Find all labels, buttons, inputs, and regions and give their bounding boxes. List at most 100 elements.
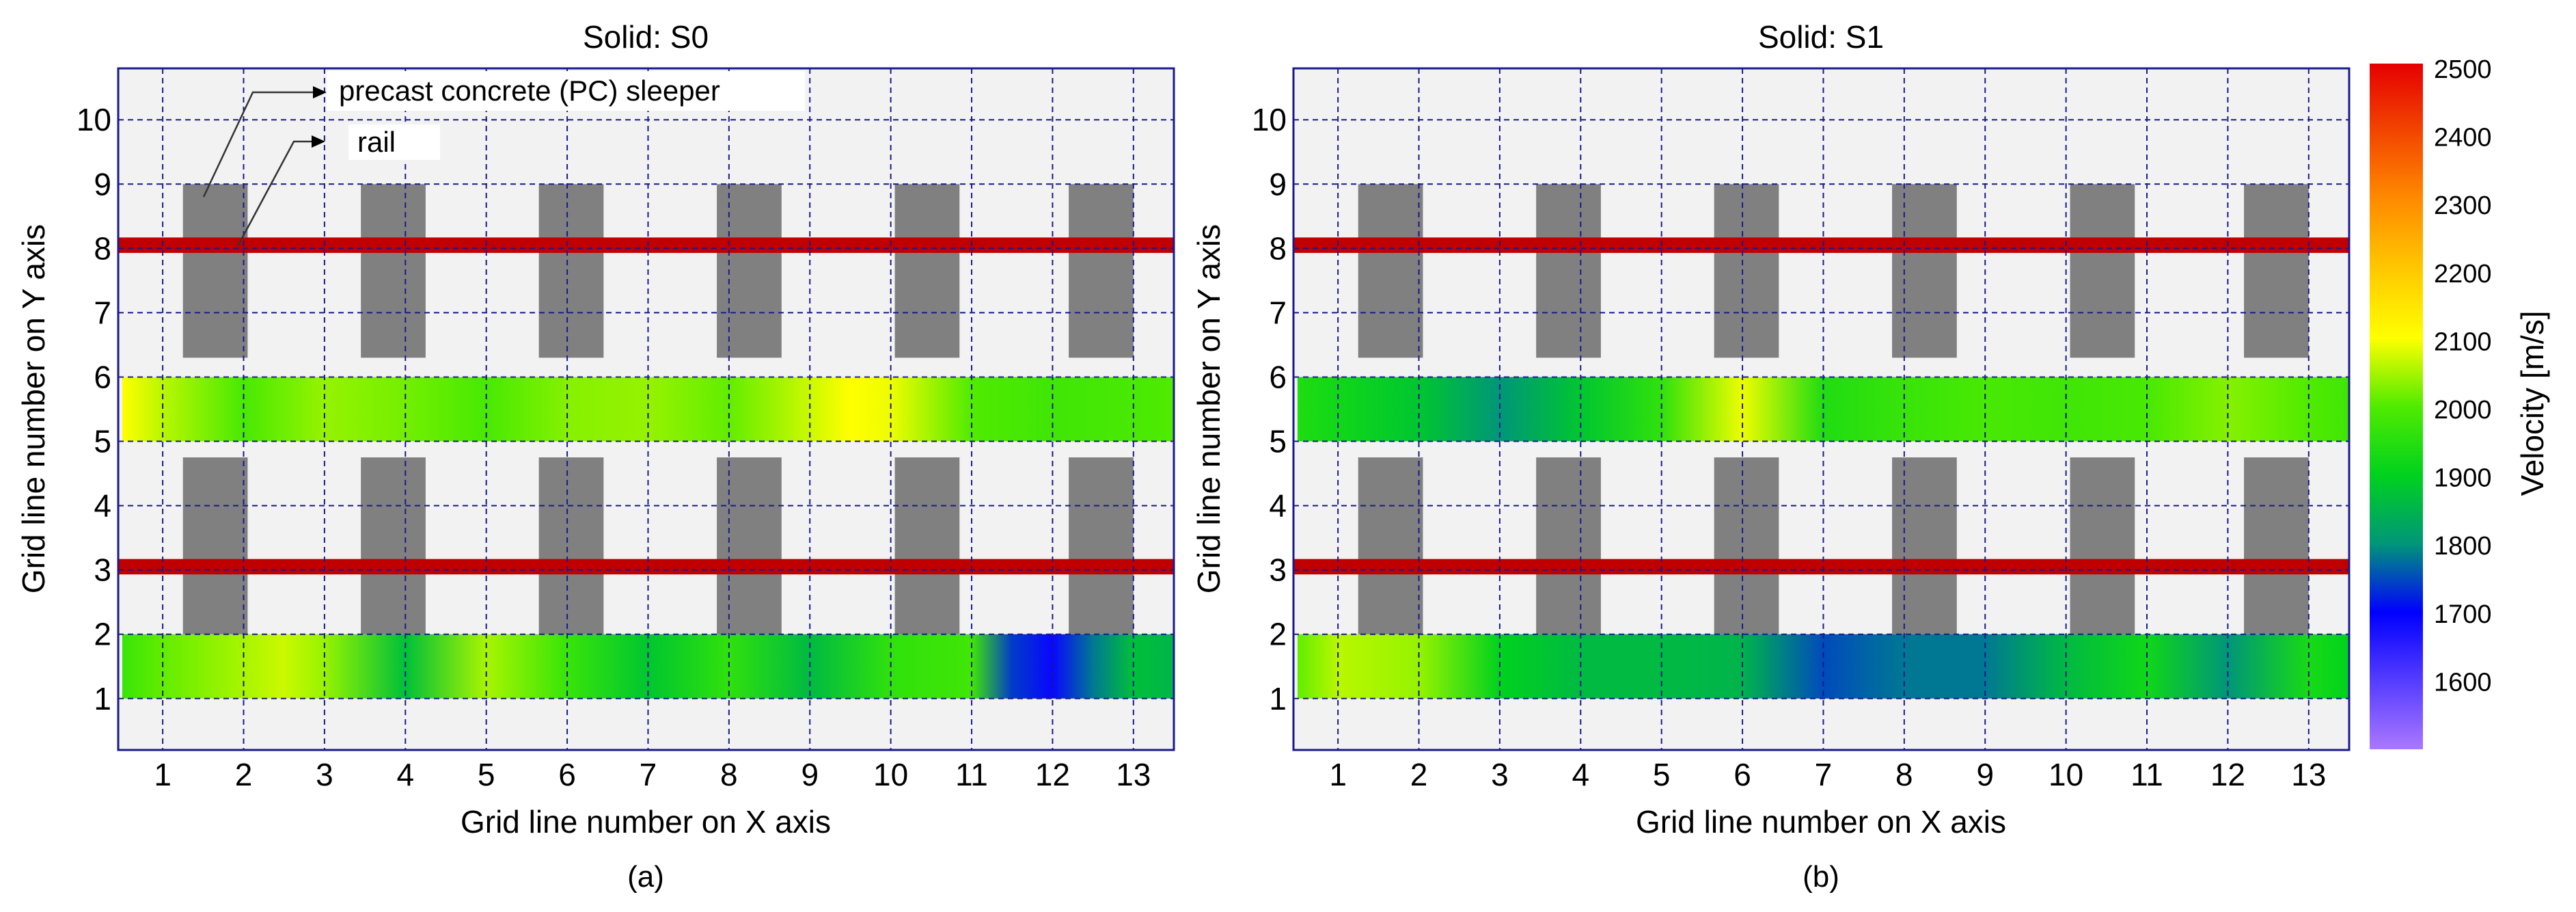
- y-tick-label: 4: [1269, 488, 1287, 524]
- y-tick-label: 7: [1269, 295, 1287, 330]
- sleeper: [894, 184, 960, 358]
- panel-caption: (b): [1803, 860, 1839, 894]
- sleeper: [361, 457, 426, 634]
- x-tick-label: 2: [235, 757, 253, 792]
- rail: [1293, 559, 2349, 575]
- x-tick-label: 9: [801, 757, 819, 792]
- y-tick-label: 6: [1269, 359, 1287, 394]
- rail: [118, 237, 1174, 253]
- sleeper: [1892, 457, 1957, 634]
- colorbar-label: Velocity [m/s]: [2515, 311, 2550, 496]
- colorbar-tick-label: 2400: [2434, 124, 2492, 152]
- x-tick-label: 2: [1410, 757, 1428, 792]
- sleepers: [1358, 184, 2309, 634]
- y-tick-label: 8: [1269, 230, 1287, 266]
- y-tick-label: 3: [1269, 552, 1287, 588]
- rails: [118, 237, 1174, 575]
- sleeper: [361, 184, 426, 358]
- colorbar-tick-label: 1900: [2434, 464, 2492, 493]
- grid-lines: [118, 68, 1174, 750]
- annotation-box-rail: [348, 124, 440, 160]
- x-axis-label: Grid line number on X axis: [461, 804, 831, 840]
- sleeper: [1536, 457, 1601, 634]
- x-tick-label: 13: [2291, 757, 2326, 792]
- y-tick-label: 4: [94, 488, 111, 524]
- sleeper: [1358, 184, 1423, 358]
- y-tick-label: 9: [94, 166, 111, 202]
- x-tick-labels: 1 2 3 4 5 6 7 8 9 10 11 12 13: [1329, 757, 2326, 792]
- y-tick-labels: 1 2 3 4 5 6 7 8 9 10: [77, 102, 111, 716]
- y-tick-label: 9: [1269, 166, 1287, 202]
- sleeper: [2244, 184, 2309, 358]
- x-tick-label: 12: [1035, 757, 1070, 792]
- sleeper: [182, 457, 248, 634]
- arrowhead-rail: [312, 135, 325, 148]
- colorbar-tick-label: 2300: [2434, 191, 2492, 220]
- x-tick-label: 5: [478, 757, 495, 792]
- plot-frame: [117, 67, 1175, 751]
- y-axis-label: Grid line number on Y axis: [1191, 224, 1227, 593]
- x-tick-label: 7: [640, 757, 657, 792]
- annotation-box-sleeper: [327, 71, 805, 111]
- panel-title: Solid: S0: [583, 19, 709, 55]
- colorbar-tick-labels: 2500 2400 2300 2200 2100 2000 1900 1800 1700 1600: [2434, 55, 2492, 697]
- y-tick-label: 2: [94, 617, 111, 652]
- y-tick-label: 10: [1252, 102, 1287, 137]
- sleeper: [717, 457, 782, 634]
- sleeper: [1536, 184, 1601, 358]
- x-tick-label: 3: [1491, 757, 1509, 792]
- panel-caption: (a): [627, 860, 664, 894]
- y-tick-label: 5: [94, 424, 111, 459]
- colorbar-tick-label: 2000: [2434, 396, 2492, 425]
- x-tick-label: 3: [316, 757, 333, 792]
- y-tick-label: 6: [94, 359, 111, 394]
- sleeper: [1714, 457, 1779, 634]
- y-tick-labels: 1 2 3 4 5 6 7 8 9 10: [1252, 102, 1287, 716]
- colorbar-tick-label: 1800: [2434, 532, 2492, 561]
- x-tick-label: 10: [873, 757, 908, 792]
- sleepers: [182, 184, 1134, 634]
- panel-title: Solid: S1: [1758, 19, 1884, 55]
- y-tick-label: 2: [1269, 617, 1287, 652]
- colorbar-tick-label: 1700: [2434, 600, 2492, 629]
- sleeper: [2070, 457, 2135, 634]
- x-tick-label: 13: [1116, 757, 1151, 792]
- plot-frame: [1292, 67, 2351, 751]
- sleeper: [894, 457, 960, 634]
- x-tick-label: 11: [2130, 757, 2163, 792]
- x-tick-label: 1: [154, 757, 172, 792]
- y-tick-label: 10: [77, 102, 111, 137]
- rails: [1293, 237, 2349, 575]
- colorbar-tick-label: 2200: [2434, 260, 2492, 289]
- rail: [1293, 237, 2349, 253]
- sleeper: [1714, 184, 1779, 358]
- x-tick-label: 10: [2049, 757, 2083, 792]
- annotation-sleeper: precast concrete (PC) sleeper: [339, 75, 720, 107]
- y-tick-label: 5: [1269, 424, 1287, 459]
- x-tick-label: 12: [2210, 757, 2245, 792]
- x-tick-label: 1: [1329, 757, 1347, 792]
- x-tick-label: 6: [558, 757, 576, 792]
- annotations: precast concrete (PC) sleeper rail: [202, 71, 805, 247]
- annotation-rail: rail: [357, 126, 396, 158]
- colorbar-gradient: [2370, 64, 2423, 749]
- x-axis-label: Grid line number on X axis: [1636, 804, 2006, 840]
- sleeper: [2244, 457, 2309, 634]
- x-tick-label: 4: [1572, 757, 1589, 792]
- x-tick-label: 11: [955, 757, 988, 792]
- x-tick-labels: 1 2 3 4 5 6 7 8 9 10 11 12 13: [154, 757, 1151, 792]
- sleeper: [2070, 184, 2135, 358]
- x-tick-label: 9: [1976, 757, 1994, 792]
- y-tick-label: 7: [94, 295, 111, 330]
- colorbar: 2500 2400 2300 2200 2100 2000 1900 1800 1700 1600…: [2370, 55, 2550, 749]
- y-tick-label: 1: [94, 681, 111, 716]
- y-tick-label: 3: [94, 552, 111, 588]
- y-tick-label: 1: [1269, 681, 1287, 716]
- x-tick-label: 8: [1895, 757, 1913, 792]
- sleeper: [717, 184, 782, 358]
- colorbar-tick-label: 2500: [2434, 55, 2492, 84]
- sleeper: [538, 184, 604, 358]
